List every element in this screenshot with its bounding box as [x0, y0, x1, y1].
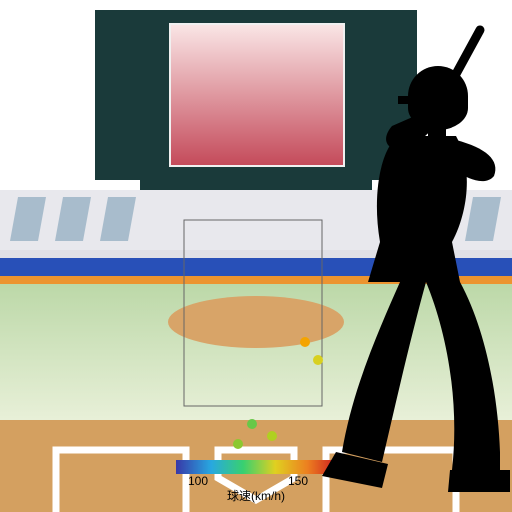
- pitchers-circle: [168, 296, 344, 348]
- legend-label: 球速(km/h): [227, 489, 285, 503]
- pitch-marker: [313, 355, 323, 365]
- legend-colorbar: [176, 460, 336, 474]
- scoreboard-screen: [170, 24, 344, 166]
- pitch-marker: [300, 337, 310, 347]
- legend-tick: 150: [288, 474, 308, 488]
- pitch-marker: [267, 431, 277, 441]
- chart-svg: 100 150 球速(km/h): [0, 0, 512, 512]
- pitch-marker: [233, 439, 243, 449]
- pitch-location-chart: 100 150 球速(km/h): [0, 0, 512, 512]
- pitch-marker: [247, 419, 257, 429]
- legend-tick: 100: [188, 474, 208, 488]
